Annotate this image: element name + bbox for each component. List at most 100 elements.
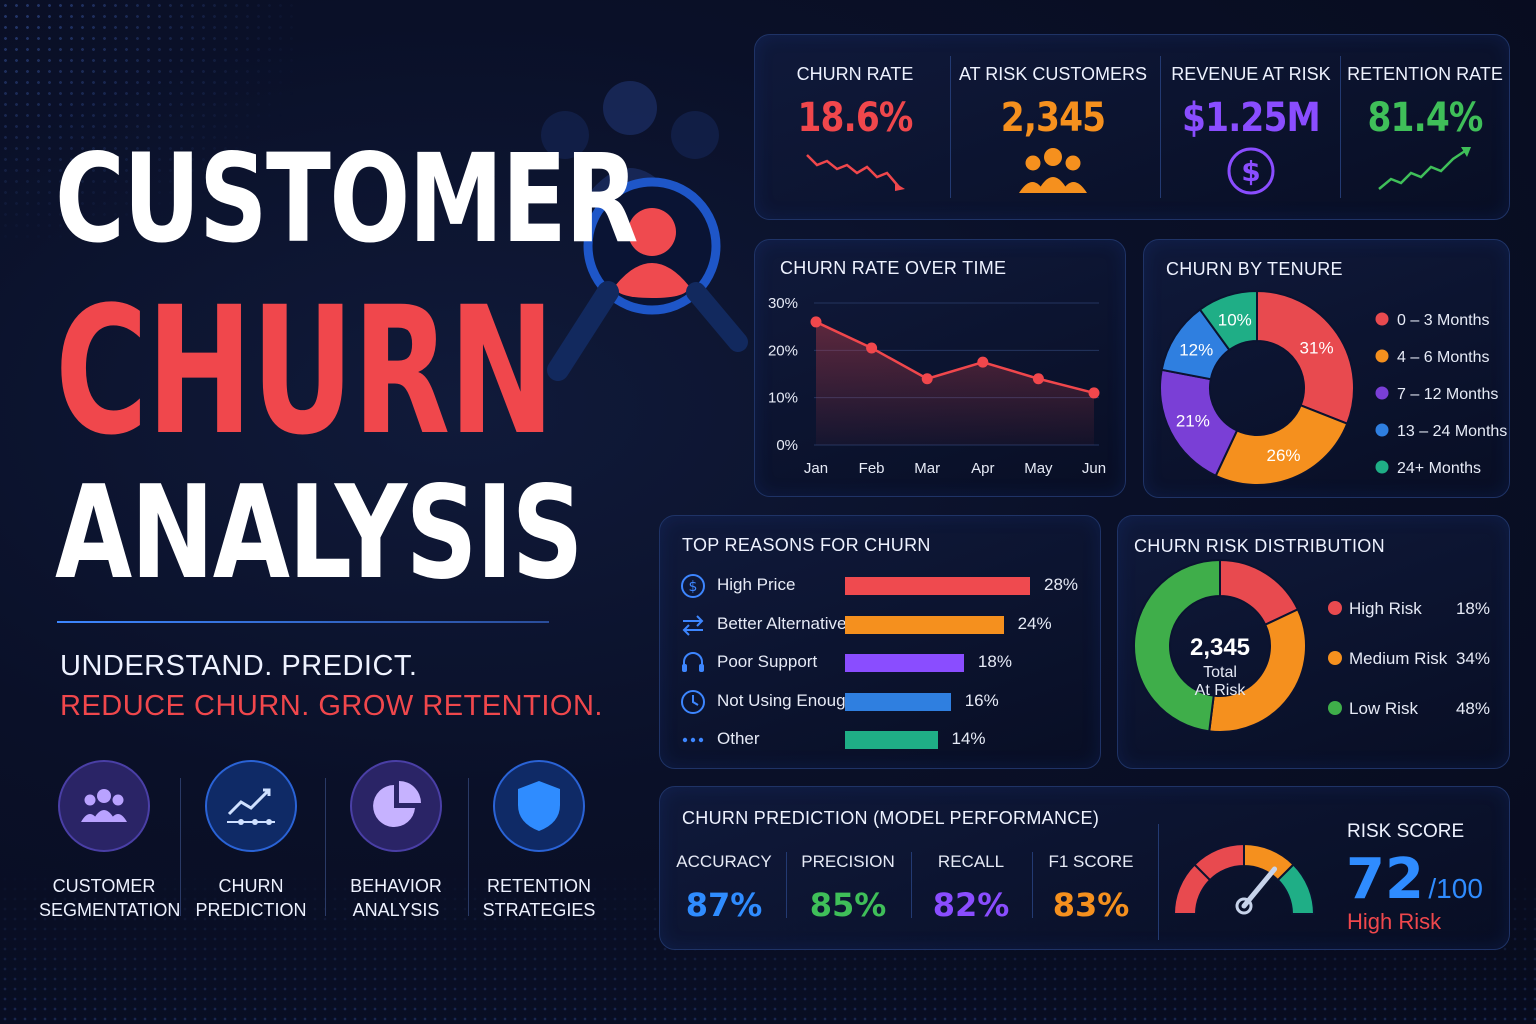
donut-slice [1256, 289, 1355, 426]
dots-icon [678, 725, 708, 755]
slice-label: 21% [1176, 412, 1210, 431]
reason-value: 18% [977, 652, 1012, 671]
kpi-divider [1160, 56, 1161, 198]
panel-title: CHURN PREDICTION (MODEL PERFORMANCE) [682, 808, 1100, 828]
legend-label: 0 – 3 Months [1397, 312, 1490, 329]
reason-row: Other 14% [678, 725, 1098, 755]
legend-marker [1375, 312, 1389, 326]
feature-label: RETENTION STRATEGIES [482, 876, 596, 920]
reason-label: Not Using Enough [717, 690, 855, 710]
kpi-label: AT RISK CUSTOMERS [958, 64, 1148, 84]
tagline-primary: UNDERSTAND. PREDICT. [60, 650, 418, 682]
risk-distribution-donut: High Risk 18% Medium Risk 34% Low Risk 48% [1133, 558, 1490, 733]
dollar-icon: $ [678, 571, 708, 601]
slice-label: 26% [1266, 446, 1300, 465]
title-line-3: ANALYSIS [55, 459, 583, 608]
x-tick-label: Feb [859, 460, 885, 477]
reason-bar [845, 692, 951, 711]
data-point [921, 373, 933, 385]
title-divider [57, 621, 549, 623]
risk-score-status: High Risk [1347, 909, 1442, 934]
metric-divider [1158, 824, 1159, 940]
risk-center-line1: Total [1203, 664, 1237, 681]
reason-value: 28% [1044, 575, 1079, 594]
metric-label: PRECISION [801, 852, 895, 871]
gauge-pivot [1235, 897, 1253, 915]
reason-bar [845, 654, 964, 672]
users-icon [1019, 148, 1087, 193]
metric-value: 87% [685, 886, 763, 924]
x-tick-label: Jun [1082, 460, 1106, 477]
reason-value: 16% [964, 690, 999, 710]
title-line-2: CHURN [55, 269, 555, 474]
donut-slice [1198, 289, 1258, 352]
y-tick-label: 0% [776, 437, 798, 454]
feature-behavior-analysis: BEHAVIOR ANALYSIS [331, 760, 461, 922]
churn-over-time-chart: 0% 10% 20% 30% Jan Feb Mar Apr May Jun [768, 295, 1106, 477]
legend-marker [1375, 423, 1389, 437]
reason-row: Not Using Enough 16% [678, 687, 1098, 717]
metric-value: 85% [809, 886, 887, 924]
reason-label: Other [717, 729, 760, 748]
kpi-value: 81.4% [1367, 95, 1483, 141]
risk-score-max: /100 [1428, 873, 1483, 904]
x-tick-label: Apr [971, 460, 994, 477]
metric-f1-score: F1 SCORE 83% [1031, 852, 1151, 924]
kpi-label: RETENTION RATE [1347, 64, 1503, 84]
kpi-label: CHURN RATE [796, 64, 914, 84]
legend-marker [1328, 651, 1342, 665]
kpi-churn-rate: CHURN RATE 18.6% [760, 34, 950, 202]
reason-bar [845, 577, 1030, 595]
reason-row: Better Alternatives 24% [678, 610, 1098, 640]
legend-marker [1375, 386, 1389, 400]
trend-down-icon [806, 154, 905, 191]
data-point [977, 356, 989, 368]
reason-value: 14% [951, 729, 986, 748]
metric-value: 82% [932, 886, 1010, 924]
legend-marker [1328, 701, 1342, 715]
swap-icon [678, 610, 708, 640]
donut-slice [1208, 608, 1307, 733]
data-point [866, 342, 878, 354]
kpi-divider [1340, 56, 1341, 198]
pie-icon [350, 760, 442, 852]
kpi-value: $1.25M [1182, 95, 1321, 141]
legend-label: Low Risk [1349, 699, 1418, 718]
feature-divider [325, 778, 326, 916]
users-icon [58, 760, 150, 852]
area-fill [816, 321, 1094, 445]
risk-score-label: RISK SCORE [1347, 821, 1465, 842]
reason-row: Poor Support 18% [678, 648, 1098, 678]
risk-score-value-row: 72 /100 [1346, 847, 1483, 912]
feature-divider [180, 778, 181, 916]
legend-marker [1375, 349, 1389, 363]
y-tick-label: 30% [768, 295, 798, 312]
metric-label: F1 SCORE [1048, 852, 1134, 871]
magnifier-user-icon [541, 81, 748, 381]
legend-label: 7 – 12 Months [1397, 386, 1498, 403]
prediction-panel [659, 786, 1510, 950]
feature-label: BEHAVIOR ANALYSIS [350, 876, 442, 920]
risk-distribution-panel [1117, 515, 1510, 769]
legend-value: 48% [1456, 699, 1490, 718]
metric-divider [786, 852, 787, 918]
title-line-1: CUSTOMER [55, 128, 639, 270]
clock-icon [678, 687, 708, 717]
kpi-panel [754, 34, 1510, 220]
headset-icon [678, 648, 708, 678]
reason-label: Poor Support [717, 652, 818, 671]
metric-value: 83% [1052, 886, 1130, 924]
donut-slice [1214, 404, 1349, 486]
shield-icon [493, 760, 585, 852]
risk-center-value: 2,345 [1189, 634, 1251, 661]
panel-title: TOP REASONS FOR CHURN [682, 535, 931, 555]
kpi-revenue-at-risk: REVENUE AT RISK $1.25M $ [1156, 34, 1346, 202]
risk-gauge [1172, 842, 1316, 915]
legend-label: 4 – 6 Months [1397, 349, 1490, 366]
dollar-icon: $ [1227, 147, 1275, 195]
kpi-value: 18.6% [797, 95, 913, 141]
metric-accuracy: ACCURACY 87% [664, 852, 784, 924]
legend-marker [1328, 601, 1342, 615]
svg-text:$: $ [1241, 155, 1260, 188]
kpi-retention-rate: RETENTION RATE 81.4% [1330, 34, 1520, 202]
